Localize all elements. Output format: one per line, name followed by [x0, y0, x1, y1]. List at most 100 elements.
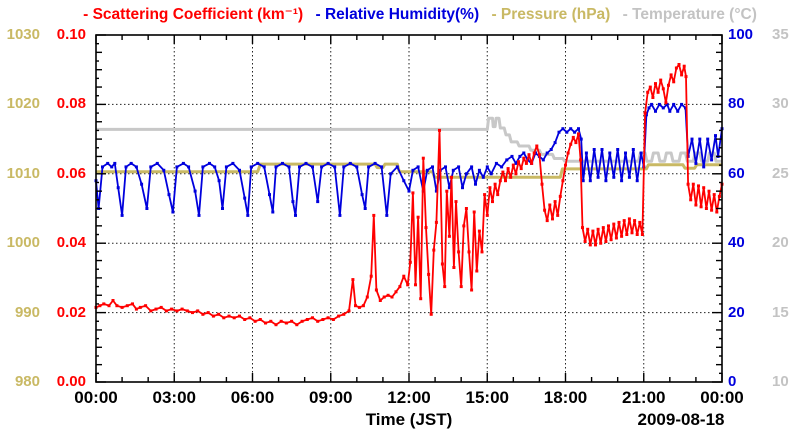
series-scattering-marker [159, 305, 163, 309]
series-scattering-marker [654, 82, 657, 86]
series-humidity-marker [193, 189, 197, 193]
series-humidity-marker [477, 168, 481, 172]
series-scattering-marker [664, 101, 668, 105]
series-scattering-marker [206, 311, 210, 315]
temperature-tick-label: 30 [772, 95, 789, 113]
series-scattering-marker [627, 217, 631, 221]
series-scattering-marker [699, 205, 703, 209]
series-humidity-marker [326, 161, 330, 165]
series-scattering-marker [452, 266, 456, 269]
series-scattering-marker [386, 293, 390, 297]
scattering-tick-label: 0.02 [56, 303, 86, 321]
time-tick-label: 12:00 [387, 388, 431, 407]
series-humidity-marker [612, 175, 616, 179]
series-scattering-marker [579, 158, 583, 162]
series-scattering-marker [535, 144, 539, 148]
series-humidity-marker [561, 127, 565, 131]
series-scattering-marker [232, 316, 236, 320]
series-scattering-marker [154, 307, 158, 311]
series-humidity-marker [706, 137, 710, 141]
series-scattering-marker [238, 314, 241, 318]
series-humidity-marker [518, 154, 522, 158]
series-scattering-marker [564, 163, 567, 167]
series-scattering-marker [669, 73, 673, 77]
series-scattering-marker [586, 227, 590, 231]
series-scattering-marker [558, 194, 562, 198]
series-humidity-marker [140, 182, 144, 186]
series-scattering-marker [416, 215, 420, 219]
series-humidity-marker [411, 168, 415, 172]
series-scattering-marker [638, 220, 642, 224]
series-humidity-marker [522, 151, 526, 155]
series-humidity-marker [600, 148, 604, 151]
series-scattering-marker [248, 316, 252, 320]
series-scattering-marker [98, 304, 102, 308]
series-humidity-marker [367, 165, 371, 169]
series-scattering-marker [175, 309, 179, 313]
series-scattering-marker [493, 182, 497, 186]
series-humidity-marker [588, 179, 592, 183]
series-humidity-marker [389, 172, 393, 176]
series-scattering-marker [459, 285, 463, 289]
series-scattering-marker [691, 182, 695, 186]
series-humidity-marker [187, 165, 191, 169]
series-humidity-marker [385, 213, 389, 217]
series-humidity-marker [702, 165, 706, 169]
humidity-tick-label: 20 [728, 303, 745, 321]
series-scattering-marker [599, 241, 603, 245]
series-scattering-marker [689, 198, 693, 202]
series-scattering-marker [361, 304, 365, 308]
time-tick-label: 18:00 [543, 388, 588, 407]
series-scattering-marker [311, 316, 314, 320]
series-scattering-marker [170, 307, 174, 311]
series-scattering-marker [274, 323, 278, 327]
series-scattering-marker [617, 220, 621, 224]
series-scattering-marker [571, 135, 575, 139]
series-scattering-marker [408, 260, 412, 264]
series-humidity-marker [262, 165, 266, 169]
series-scattering-marker [191, 311, 194, 315]
series-scattering-marker [357, 305, 361, 309]
series-scattering-marker [686, 182, 690, 186]
series-scattering-marker [630, 231, 634, 235]
time-tick-label: 06:00 [230, 388, 275, 407]
series-humidity-marker [291, 200, 295, 204]
series-scattering-marker [625, 233, 629, 236]
series-scattering-marker [643, 111, 647, 115]
series-scattering-marker [640, 233, 644, 236]
series-scattering-marker [601, 226, 605, 230]
series-scattering-marker [440, 262, 444, 266]
series-scattering-marker [164, 309, 168, 313]
series-scattering-marker [702, 186, 706, 190]
humidity-tick-label: 80 [728, 95, 745, 113]
series-humidity-marker [402, 179, 406, 183]
series-humidity-marker [569, 127, 573, 131]
series-scattering-marker [483, 193, 487, 197]
series-scattering-marker [365, 295, 369, 299]
series-scattering-marker [530, 161, 534, 165]
series-scattering-marker [519, 167, 523, 171]
series-scattering-marker [659, 78, 663, 82]
pressure-tick-label: 1020 [6, 95, 40, 113]
series-scattering-marker [472, 210, 476, 214]
series-humidity-marker [710, 158, 714, 162]
series-scattering-marker [684, 75, 688, 79]
chart-legend: - Scattering Coefficient (km⁻¹) - Relati… [40, 5, 800, 24]
series-scattering-marker [134, 307, 138, 311]
series-humidity-marker [690, 137, 694, 141]
pressure-tick-label: 990 [14, 303, 40, 321]
series-scattering-marker [646, 90, 650, 94]
series-scattering-marker [374, 288, 378, 292]
series-scattering-marker [180, 307, 184, 311]
series-scattering-marker [537, 153, 541, 157]
series-scattering-marker [464, 207, 468, 210]
series-humidity-marker [608, 151, 612, 155]
time-tick-label: 09:00 [309, 388, 353, 407]
series-humidity-marker [355, 165, 359, 169]
series-humidity-marker [647, 106, 651, 110]
series-humidity-marker [457, 165, 461, 169]
series-humidity-marker [129, 161, 133, 165]
series-humidity-marker [124, 165, 128, 169]
series-humidity-marker [505, 158, 509, 162]
